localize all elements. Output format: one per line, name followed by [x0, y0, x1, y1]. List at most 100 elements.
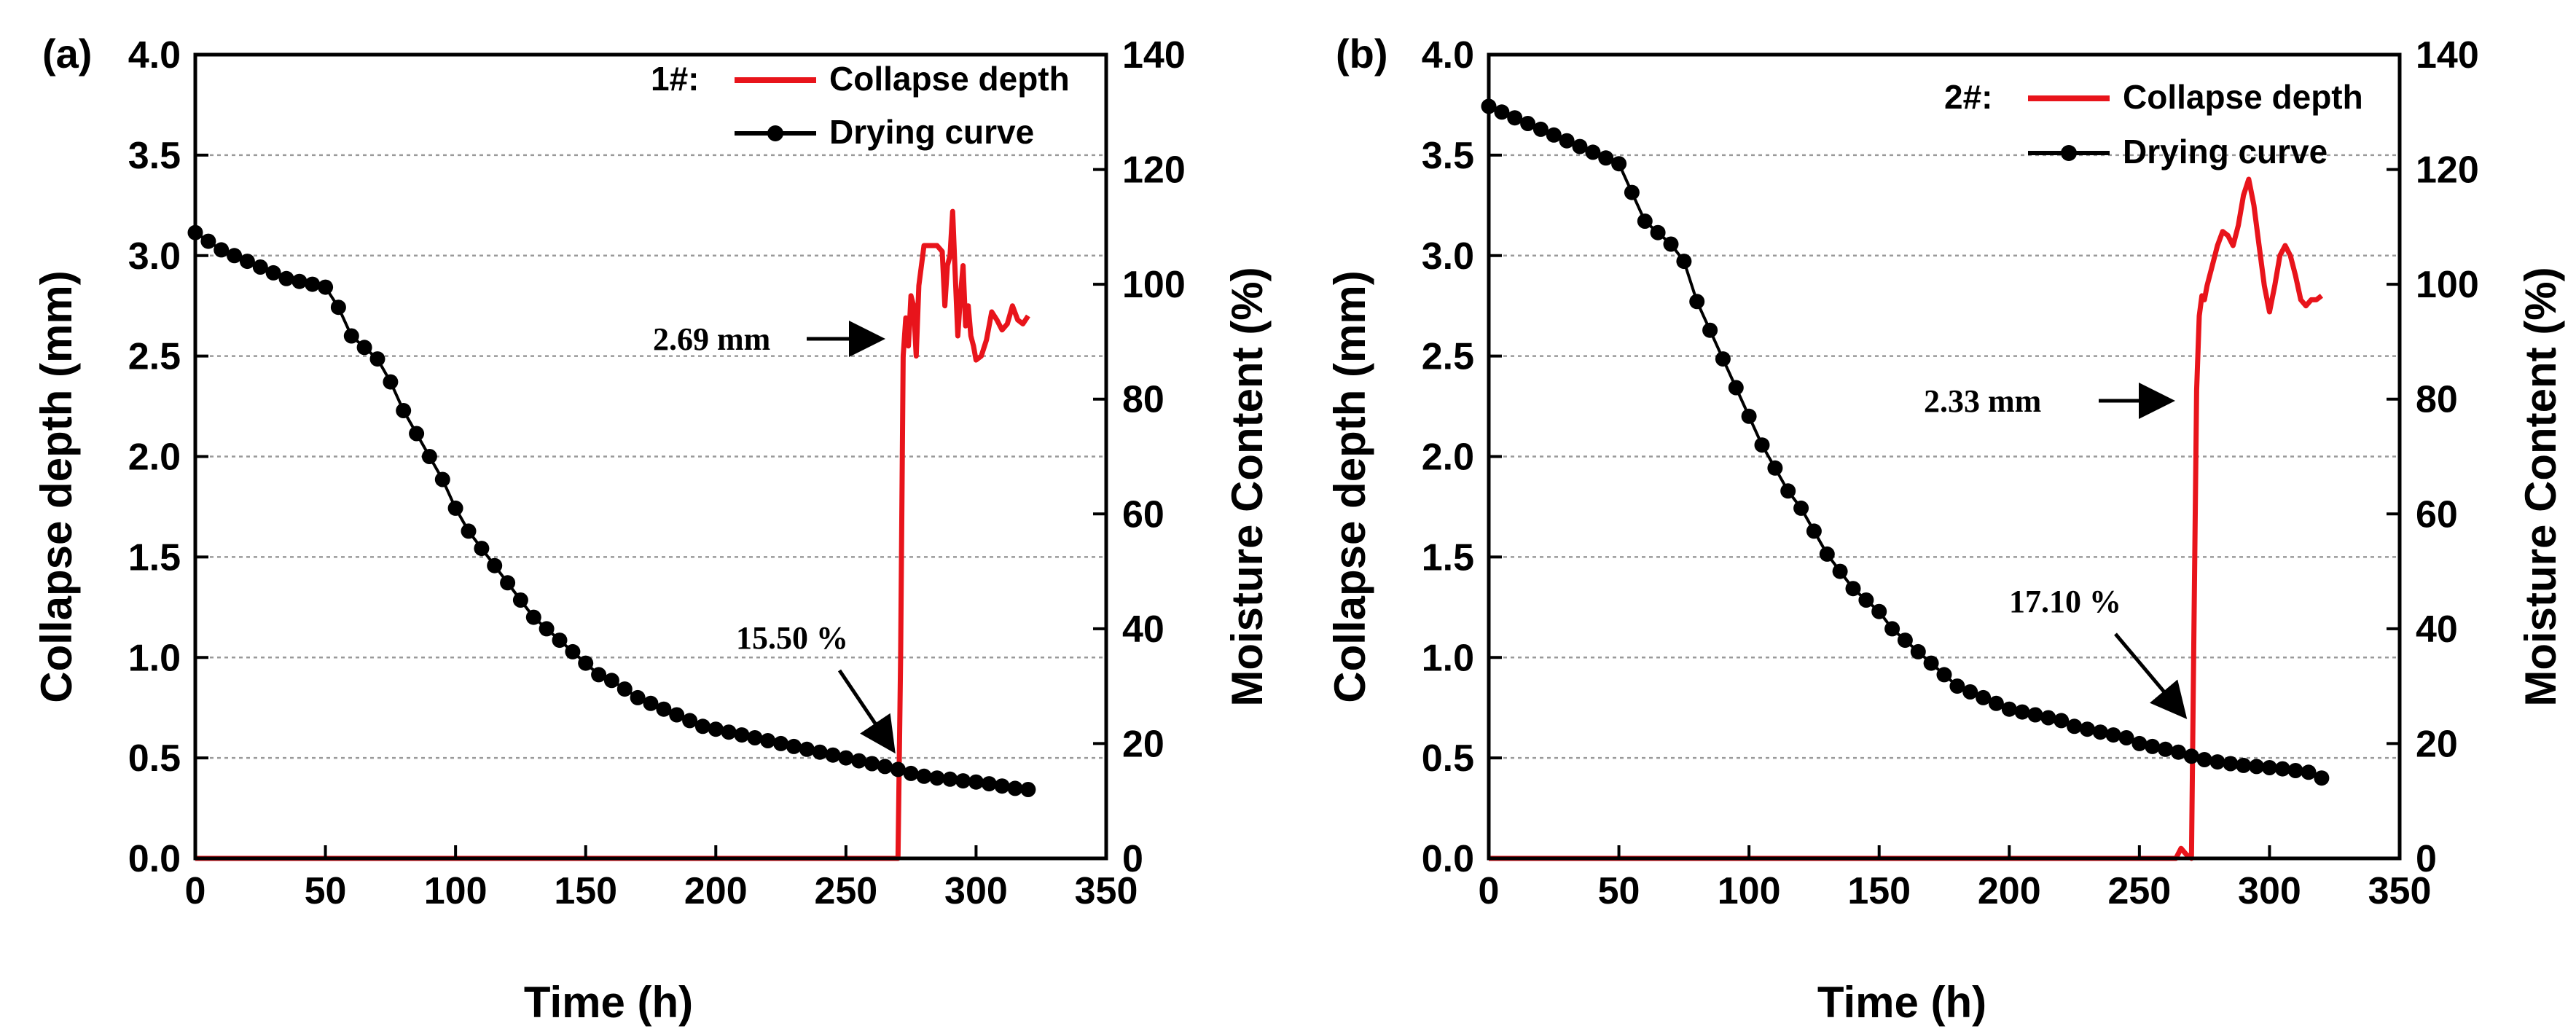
- drying-curve-point: [1962, 684, 1978, 700]
- drying-curve-point: [1754, 437, 1770, 453]
- panel-label: (b): [1336, 31, 1388, 77]
- x-tick-label: 150: [554, 870, 617, 912]
- x-tick-label: 250: [2107, 870, 2171, 912]
- drying-curve-point: [825, 747, 841, 763]
- drying-curve-point: [565, 643, 581, 659]
- y2-tick-label: 140: [1122, 34, 1186, 77]
- drying-curve-point: [291, 273, 308, 289]
- drying-curve-point: [851, 753, 867, 769]
- drying-curve-point: [2274, 761, 2290, 777]
- drying-curve-point: [2183, 748, 2199, 764]
- legend: 1#: Collapse depth Drying curve: [651, 60, 1070, 151]
- panel-label: (a): [42, 31, 92, 77]
- drying-curve-point: [1520, 116, 1536, 131]
- drying-curve-point: [1793, 500, 1809, 516]
- axis-ticks: 0.0 0.5 1.0 1.5 2.0 2.5 3.0 3.5 4.0 0 20 40 60 80 100 1…: [1422, 34, 2479, 912]
- drying-curve-point: [512, 592, 528, 608]
- drying-curve-point: [265, 265, 281, 281]
- drying-curve-point: [1507, 110, 1523, 126]
- y-tick-label: 2.5: [1422, 336, 1474, 378]
- axis-ticks: 0.0 0.5 1.0 1.5 2.0 2.5 3.0 3.5 4.0 0 20 40 60 80 100 1…: [128, 34, 1186, 912]
- drying-curve-point: [2249, 759, 2265, 775]
- drying-curve-point: [2027, 707, 2043, 723]
- x-axis-title: Time (h): [1817, 978, 1986, 1027]
- drying-curve-point: [343, 328, 359, 344]
- collapse-depth-series: [195, 208, 1030, 861]
- drying-curve-point: [1715, 351, 1731, 367]
- chart-panel-a: 0.0 0.5 1.0 1.5 2.0 2.5 3.0 3.5 4.0 0 20 40 60 80 100 1…: [32, 31, 1272, 1027]
- gridlines: [195, 154, 1106, 759]
- drying-curve-point: [500, 575, 516, 591]
- drying-curve-point: [1910, 643, 1926, 659]
- drying-curve-point: [603, 673, 619, 689]
- drying-curve-point: [1728, 380, 1744, 396]
- legend-label-collapse-depth: Collapse depth: [2123, 78, 2363, 116]
- drying-curve-point: [2301, 764, 2317, 780]
- drying-curve-point: [1845, 581, 1861, 597]
- y2-tick-label: 120: [1122, 149, 1186, 192]
- drying-curve-point: [539, 621, 555, 637]
- drying-curve-point: [1572, 138, 1588, 154]
- drying-curve-point: [369, 351, 385, 367]
- drying-curve-point: [1663, 236, 1679, 252]
- drying-curve-point: [1020, 782, 1036, 797]
- drying-curve-point: [2209, 754, 2225, 770]
- drying-curve-point: [916, 768, 932, 784]
- y-tick-label: 2.5: [128, 336, 181, 378]
- drying-curve-point: [786, 738, 802, 754]
- y-tick-label: 0.5: [128, 737, 181, 780]
- y-tick-label: 0.0: [1422, 838, 1474, 880]
- drying-curve-point: [1689, 294, 1705, 310]
- drying-curve-point: [409, 426, 425, 442]
- drying-curve-point: [2079, 721, 2095, 737]
- y2-tick-label: 100: [1122, 264, 1186, 306]
- y-axis-title-left: Collapse depth (mm): [32, 270, 81, 702]
- y2-tick-label: 120: [2416, 149, 2479, 192]
- y-tick-label: 3.0: [1422, 235, 1474, 278]
- x-tick-label: 300: [2238, 870, 2301, 912]
- collapse-depth-series: [1489, 176, 2324, 861]
- x-tick-label: 50: [1598, 870, 1640, 912]
- x-axis-title: Time (h): [524, 978, 693, 1027]
- y-tick-label: 1.5: [128, 536, 181, 579]
- drying-curve-point: [2145, 738, 2161, 754]
- drying-curve-point: [994, 778, 1010, 794]
- drying-curve-point: [1494, 104, 1510, 120]
- drying-curve-point: [2196, 752, 2212, 767]
- drying-curve-point: [1624, 184, 1640, 200]
- drying-curve-point: [656, 701, 672, 717]
- annotation-collapse-value: 2.33 mm: [1924, 383, 2041, 419]
- y-tick-label: 1.0: [1422, 637, 1474, 679]
- drying-curve-point: [2158, 741, 2174, 757]
- drying-curve-point: [305, 276, 321, 292]
- drying-curve-point: [773, 735, 789, 751]
- annotation-collapse-value: 2.69 mm: [653, 321, 770, 357]
- drying-curve-point: [812, 744, 828, 760]
- drying-curve-point: [239, 254, 255, 270]
- drying-curve-point: [643, 695, 659, 711]
- drying-curve-point: [356, 340, 372, 356]
- drying-curve-point: [1949, 678, 1965, 694]
- drying-curve-point: [591, 667, 607, 683]
- drying-curve-point: [1637, 214, 1653, 229]
- drying-curve-point: [1702, 322, 1718, 338]
- chart-panel-b: 0.0 0.5 1.0 1.5 2.0 2.5 3.0 3.5 4.0 0 20 40 60 80 100 1…: [1326, 31, 2565, 1027]
- x-tick-label: 100: [1718, 870, 1781, 912]
- drying-curve-point: [981, 776, 997, 792]
- legend-label-collapse-depth: Collapse depth: [829, 60, 1070, 98]
- x-tick-label: 100: [424, 870, 488, 912]
- y-tick-label: 4.0: [128, 34, 181, 77]
- y2-tick-label: 80: [1122, 379, 1164, 421]
- y2-tick-label: 0: [1122, 838, 1143, 880]
- drying-curve-point: [721, 724, 737, 740]
- drying-curve-point: [447, 500, 463, 516]
- drying-curve-point: [616, 681, 633, 697]
- y-tick-label: 3.0: [128, 235, 181, 278]
- y2-tick-label: 140: [2416, 34, 2479, 77]
- drying-curve-point: [2131, 735, 2148, 751]
- x-tick-label: 150: [1847, 870, 1911, 912]
- drying-curve-point: [525, 609, 541, 625]
- drying-curve-point: [2170, 744, 2186, 760]
- drying-curve-point: [2223, 756, 2239, 772]
- drying-curve-point: [1832, 563, 1848, 579]
